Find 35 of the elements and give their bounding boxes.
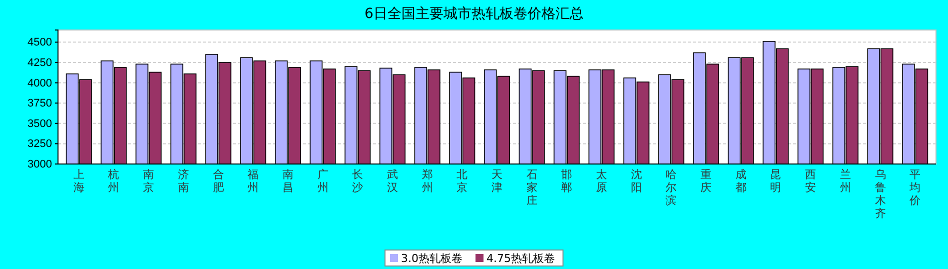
y-tick-label: 4000: [28, 77, 52, 90]
legend-label: 4.75热轧板卷: [486, 252, 555, 265]
x-tick-label: 邯郸: [561, 168, 572, 194]
x-tick-label: 西安: [805, 168, 816, 194]
x-tick-label: 长沙: [352, 168, 364, 194]
y-tick-label: 4250: [28, 57, 52, 70]
legend-label: 3.0热轧板卷: [401, 252, 462, 265]
x-tick-label: 福州: [248, 168, 259, 194]
x-tick-label: 乌鲁木齐: [874, 168, 886, 220]
x-tick-label: 石家庄: [526, 168, 538, 207]
x-tick-label: 武汉: [386, 168, 398, 194]
x-tick-label: 广州: [317, 168, 328, 194]
x-tick-label: 太原: [596, 168, 608, 194]
x-tick-label: 哈尔滨: [666, 168, 677, 207]
x-tick-label: 济南: [178, 168, 189, 194]
x-tick-label: 合肥: [212, 168, 224, 194]
chart-title: 6日全国主要城市热轧板卷价格汇总: [364, 6, 584, 22]
y-tick-label: 3250: [28, 138, 52, 150]
x-tick-label: 昆明: [770, 168, 782, 194]
x-tick-label: 成都: [735, 168, 746, 194]
y-tick-label: 3750: [28, 98, 52, 110]
x-tick-label: 杭州: [107, 168, 120, 194]
x-tick-label: 重庆: [700, 168, 712, 194]
x-tick-label: 天津: [492, 168, 502, 194]
y-tick-label: 3000: [28, 158, 52, 171]
x-tick-label: 南京: [143, 168, 154, 194]
y-tick-label: 4500: [28, 36, 52, 49]
x-tick-label: 沈阳: [630, 168, 642, 194]
x-tick-label: 郑州: [422, 168, 433, 194]
x-tick-label: 南昌: [282, 168, 294, 194]
x-tick-label: 平均价: [908, 168, 921, 207]
x-tick-label: 北京: [456, 168, 468, 194]
x-tick-label: 上海: [73, 168, 84, 194]
x-tick-label: 兰州: [840, 168, 851, 194]
y-tick-label: 3500: [28, 118, 52, 130]
